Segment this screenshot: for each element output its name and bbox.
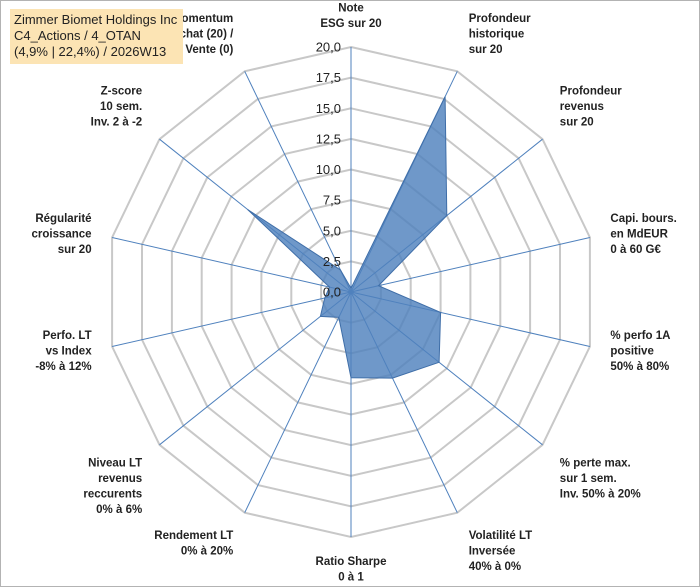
axis-label-line: Momentum: [172, 13, 233, 25]
axis-label-line: Ratio Sharpe: [316, 556, 387, 568]
radar-series: [247, 96, 448, 379]
axis-label-line: revenus: [98, 473, 142, 485]
tick-label: 5,0: [323, 223, 341, 238]
axis-label-line: sur 20: [560, 117, 594, 129]
axis-label-line: Perfo. LT: [43, 330, 92, 342]
axis-label: Z-score 10 sem. Inv. 2 à -2: [91, 86, 143, 129]
tick-label: 10,0: [316, 162, 341, 177]
axis-label: Note ESG sur 20: [320, 3, 381, 31]
axis-label: Niveau LT revenus reccurents 0% à 6%: [83, 457, 142, 516]
axis-label-line: sur 20: [469, 44, 503, 56]
axis-label-line: -8% à 12%: [35, 361, 91, 373]
axis-label-line: vs Index: [46, 345, 93, 357]
tick-label: 15,0: [316, 101, 341, 116]
axis-label-line: % perte max.: [560, 457, 631, 469]
title-company: Zimmer Biomet Holdings Inc: [14, 12, 178, 27]
axis-label-line: 0% à 6%: [96, 504, 142, 516]
axis-label-line: Rendement LT: [154, 530, 233, 542]
axis-label-line: Profondeur: [469, 13, 531, 25]
axis-label-line: Volatilité LT: [469, 530, 532, 542]
axis-label-line: 0 à 60 G€: [610, 244, 661, 256]
axis-label-line: Z-score: [101, 86, 143, 98]
spoke-line: [350, 237, 591, 293]
axis-label-line: Vente (0): [185, 44, 233, 56]
axis-label: % perte max. sur 1 sem. Inv. 50% à 20%: [560, 457, 641, 500]
title-category: C4_Actions / 4_OTAN: [14, 28, 141, 43]
axis-label-line: positive: [610, 345, 653, 357]
radar-axis-labels: Note ESG sur 20 Profondeur historique sur 20…: [31, 3, 676, 584]
tick-label: 2,5: [323, 254, 341, 269]
axis-label: Régularité croissance sur 20: [31, 213, 91, 256]
tick-label: 20,0: [316, 40, 341, 55]
axis-label-line: revenus: [560, 101, 604, 113]
chart-title-box: Zimmer Biomet Holdings Inc C4_Actions / …: [10, 9, 184, 64]
axis-label: % perfo 1A positive 50% à 80%: [610, 330, 670, 373]
series-area: [247, 96, 448, 379]
tick-label: 0,0: [323, 285, 341, 300]
axis-label-line: Capi. bours.: [610, 213, 676, 225]
axis-label-line: historique: [469, 28, 525, 40]
axis-label-line: Niveau LT: [88, 457, 142, 469]
axis-label-line: reccurents: [83, 488, 142, 500]
axis-label: Volatilité LT Inversée 40% à 0%: [469, 530, 532, 573]
spoke-line: [111, 237, 352, 293]
title-period: (4,9% | 22,4%) / 2026W13: [14, 44, 167, 59]
axis-label: Ratio Sharpe 0 à 1: [316, 556, 387, 584]
axis-label-line: Profondeur: [560, 86, 622, 98]
axis-label-line: Note: [338, 3, 364, 15]
axis-label-line: Inv. 2 à -2: [91, 117, 143, 129]
tick-label: 17,5: [316, 70, 341, 85]
axis-label-line: 50% à 80%: [610, 361, 669, 373]
axis-label-line: en MdEUR: [610, 229, 668, 241]
tick-label: 7,5: [323, 193, 341, 208]
axis-label: Profondeur historique sur 20: [469, 13, 531, 56]
axis-label-line: croissance: [31, 229, 91, 241]
axis-label-line: sur 20: [58, 244, 92, 256]
axis-label-line: Régularité: [35, 213, 91, 225]
axis-label: Perfo. LT vs Index -8% à 12%: [35, 330, 92, 373]
spoke-line: [159, 291, 352, 446]
tick-label: 12,5: [316, 131, 341, 146]
axis-label: Profondeur revenus sur 20: [560, 86, 622, 129]
axis-label-line: Inv. 50% à 20%: [560, 488, 641, 500]
axis-label-line: % perfo 1A: [610, 330, 670, 342]
spoke-line: [111, 291, 352, 347]
axis-label-line: 0% à 20%: [181, 546, 233, 558]
axis-label-line: Inversée: [469, 546, 516, 558]
axis-label-line: 10 sem.: [100, 101, 142, 113]
axis-label-line: sur 1 sem.: [560, 473, 617, 485]
axis-label: Rendement LT 0% à 20%: [154, 530, 233, 558]
axis-label-line: 0 à 1: [338, 572, 364, 584]
spoke-line: [244, 71, 352, 293]
axis-label-line: 40% à 0%: [469, 561, 521, 573]
axis-label-line: ESG sur 20: [320, 18, 381, 30]
radar-tick-labels: 0,0 2,5 5,0 7,5 10,0 12,5 15,0 17,5 20,0: [316, 40, 341, 300]
axis-label-line: Achat (20) /: [171, 28, 234, 40]
axis-label: Capi. bours. en MdEUR 0 à 60 G€: [610, 213, 676, 256]
spoke-line: [244, 291, 352, 513]
axis-label: Momentum Achat (20) / Vente (0): [171, 13, 234, 56]
